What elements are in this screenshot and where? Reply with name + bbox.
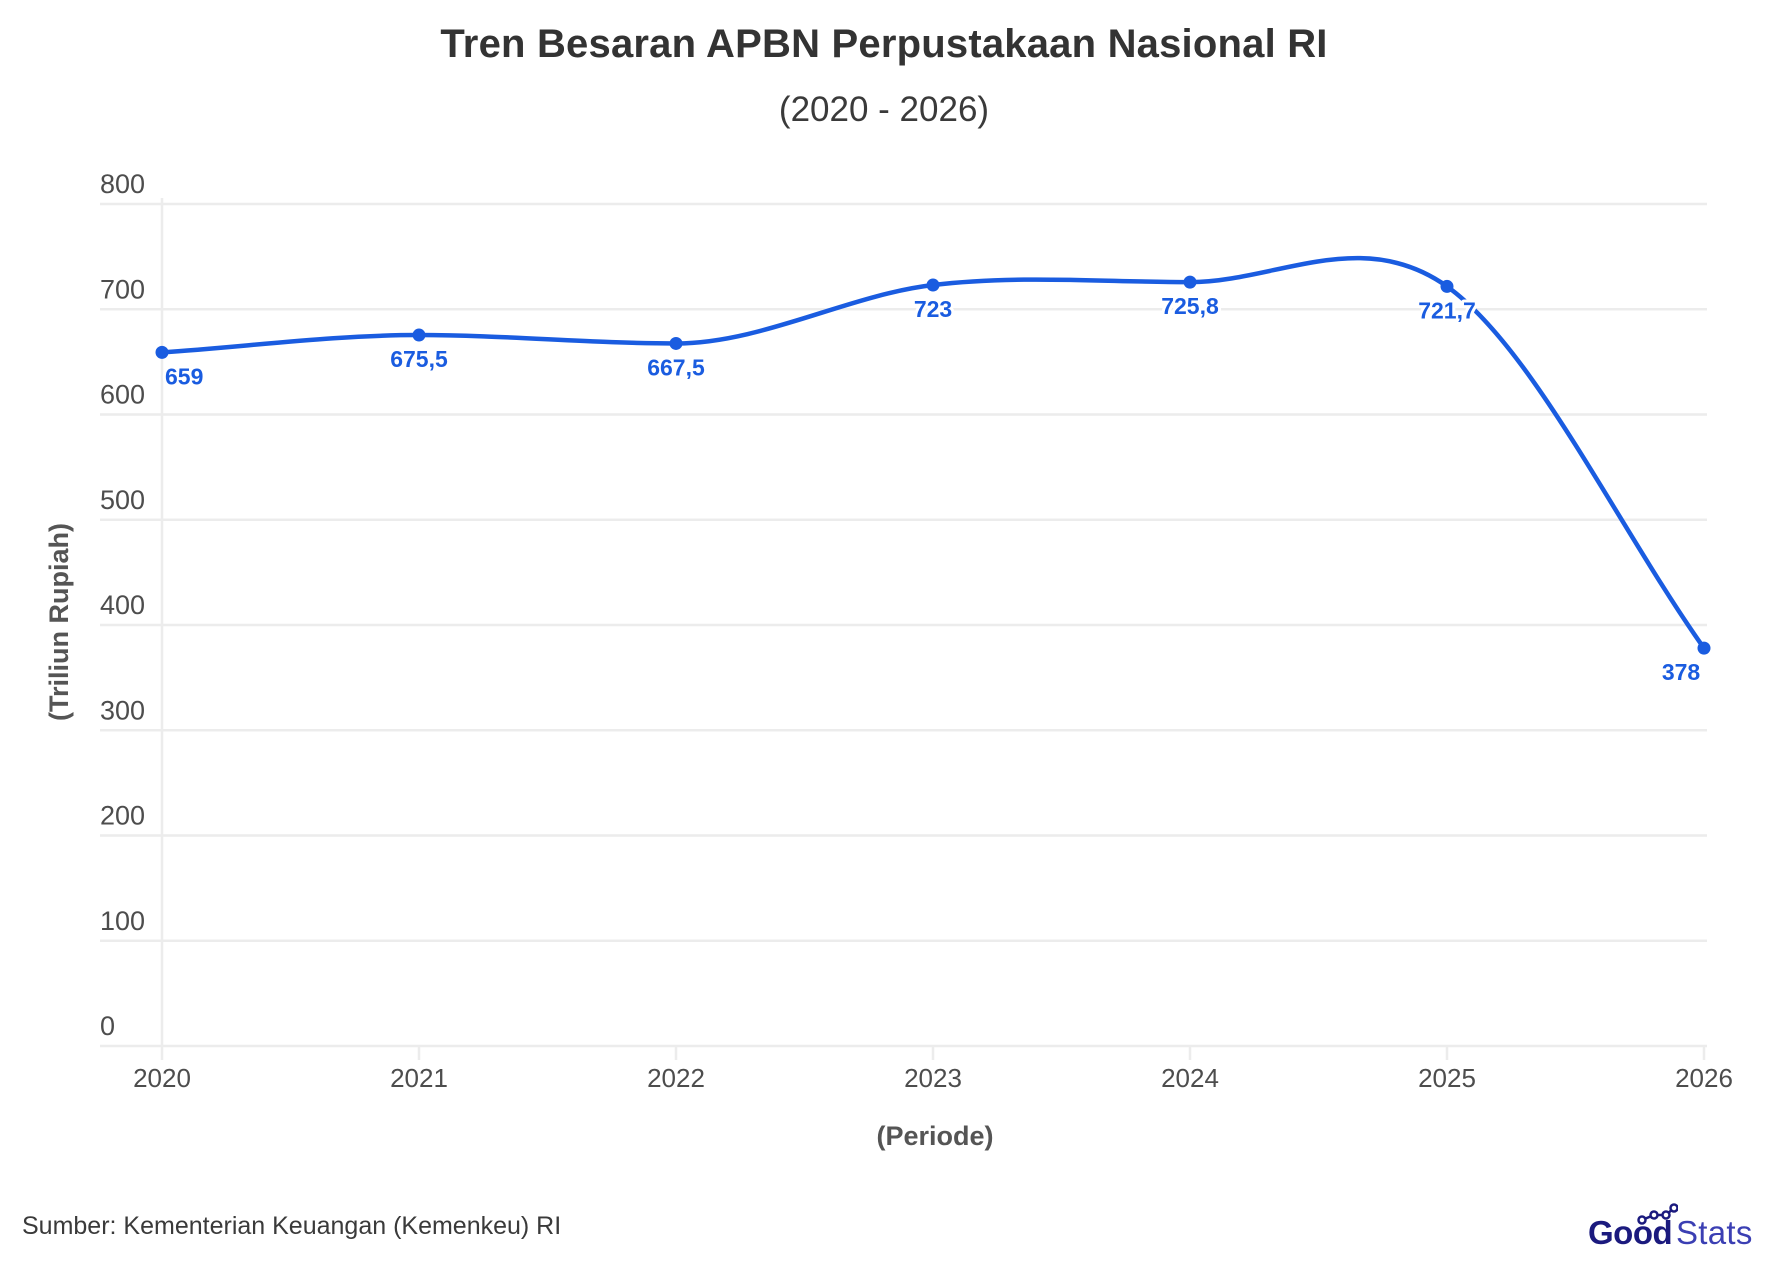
goodstats-logo: Good Stats <box>1588 1200 1758 1251</box>
x-tick-label: 2025 <box>1418 1063 1476 1093</box>
data-label: 675,5 <box>390 346 448 372</box>
x-axis-ticks: 2020 2021 2022 2023 2024 2025 2026 <box>133 1046 1733 1093</box>
data-point <box>412 328 426 342</box>
x-tick-label: 2024 <box>1161 1063 1219 1093</box>
data-point <box>926 278 940 292</box>
data-point <box>1697 641 1711 655</box>
data-label: 378 <box>1662 659 1701 685</box>
x-tick-label: 2021 <box>390 1063 448 1093</box>
data-label: 659 <box>165 363 203 389</box>
gridlines <box>100 198 1707 1048</box>
data-point <box>669 336 683 350</box>
y-tick-label: 600 <box>100 380 145 410</box>
data-point <box>1440 279 1454 293</box>
chart-title: Tren Besaran APBN Perpustakaan Nasional … <box>440 22 1328 66</box>
data-point <box>155 345 169 359</box>
data-label: 725,8 <box>1161 293 1219 319</box>
y-axis-title: (Triliun Rupiah) <box>44 523 74 721</box>
source-note: Sumber: Kementerian Keuangan (Kemenkeu) … <box>22 1212 562 1240</box>
y-tick-label: 700 <box>100 274 145 304</box>
y-tick-label: 500 <box>100 485 145 515</box>
data-points <box>155 275 1711 655</box>
y-tick-label: 0 <box>100 1011 115 1041</box>
y-tick-label: 300 <box>100 695 145 725</box>
y-tick-label: 200 <box>100 801 145 831</box>
y-tick-label: 100 <box>100 906 145 936</box>
data-label: 721,7 <box>1418 297 1476 323</box>
x-tick-label: 2022 <box>647 1063 705 1093</box>
x-tick-label: 2020 <box>133 1063 191 1093</box>
data-label: 723 <box>914 296 952 322</box>
x-tick-label: 2026 <box>1675 1063 1733 1093</box>
logo-text-stats: Stats <box>1676 1214 1753 1251</box>
data-label: 667,5 <box>647 354 705 380</box>
y-tick-label: 800 <box>100 169 145 199</box>
y-tick-label: 400 <box>100 590 145 620</box>
logo-chart-icon <box>1637 1203 1678 1225</box>
logo-text-good: Good <box>1588 1214 1673 1251</box>
chart-subtitle: (2020 - 2026) <box>778 90 990 129</box>
y-axis-ticks: 0 100 200 300 400 500 600 700 800 <box>100 169 145 1041</box>
data-labels: 659 675,5 667,5 723 725,8 721,7 378 <box>162 290 1703 688</box>
x-axis-title: (Periode) <box>876 1121 993 1151</box>
data-point <box>1183 275 1197 289</box>
x-tick-label: 2023 <box>904 1063 962 1093</box>
